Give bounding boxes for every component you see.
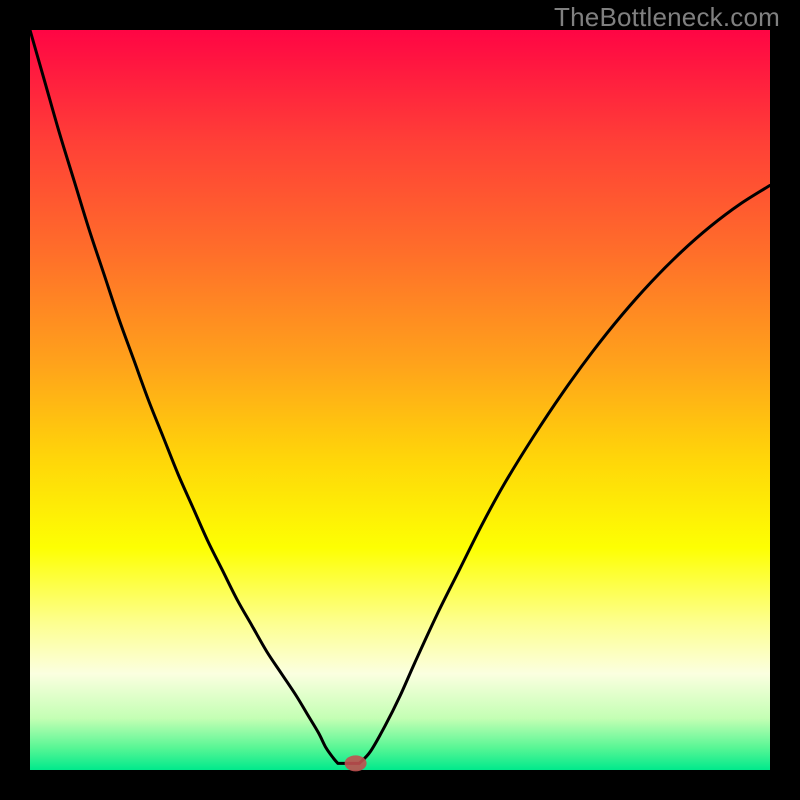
watermark-text: TheBottleneck.com [554, 2, 780, 33]
bottleneck-chart [0, 0, 800, 800]
optimal-marker [345, 755, 367, 771]
outer-frame: TheBottleneck.com [0, 0, 800, 800]
plot-background [30, 30, 770, 770]
